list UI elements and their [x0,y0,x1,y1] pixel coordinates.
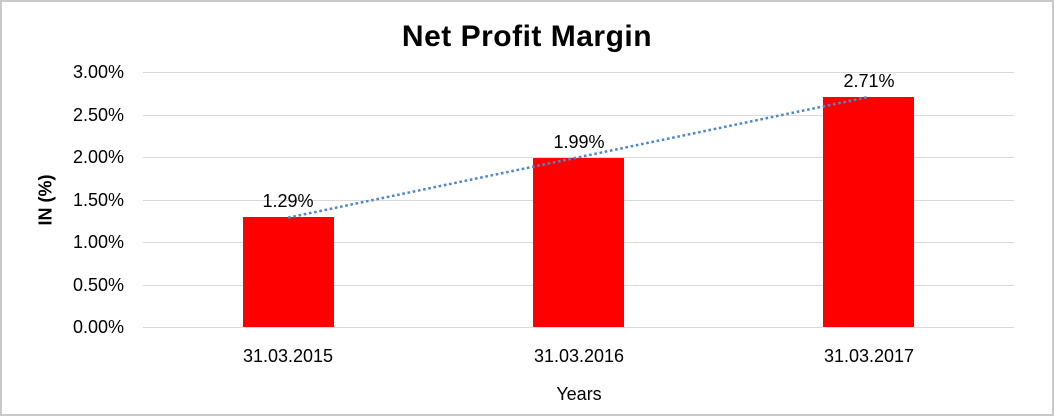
data-label: 1.29% [262,191,314,211]
y-axis-tick-label: 2.50% [72,105,124,125]
bar [533,158,624,327]
gridline [143,72,1014,73]
x-axis-title: Years [556,384,602,404]
y-axis-tick-label: 2.00% [72,147,124,167]
y-axis-tick-label: 0.00% [72,317,124,337]
y-axis-tick-label: 1.50% [72,190,124,210]
bar [823,97,914,327]
x-axis-tick-label: 31.03.2016 [533,346,625,366]
bar [243,217,334,327]
y-axis-tick-label: 3.00% [72,62,124,82]
data-label: 2.71% [843,71,895,91]
x-axis-tick-label: 31.03.2017 [823,346,915,366]
chart-title: Net Profit Margin [401,20,653,53]
y-axis-tick-label: 0.50% [72,275,124,295]
data-label: 1.99% [553,132,605,152]
gridline [143,327,1014,328]
x-axis-tick-label: 31.03.2015 [242,346,334,366]
y-axis-tick-label: 1.00% [72,232,124,252]
